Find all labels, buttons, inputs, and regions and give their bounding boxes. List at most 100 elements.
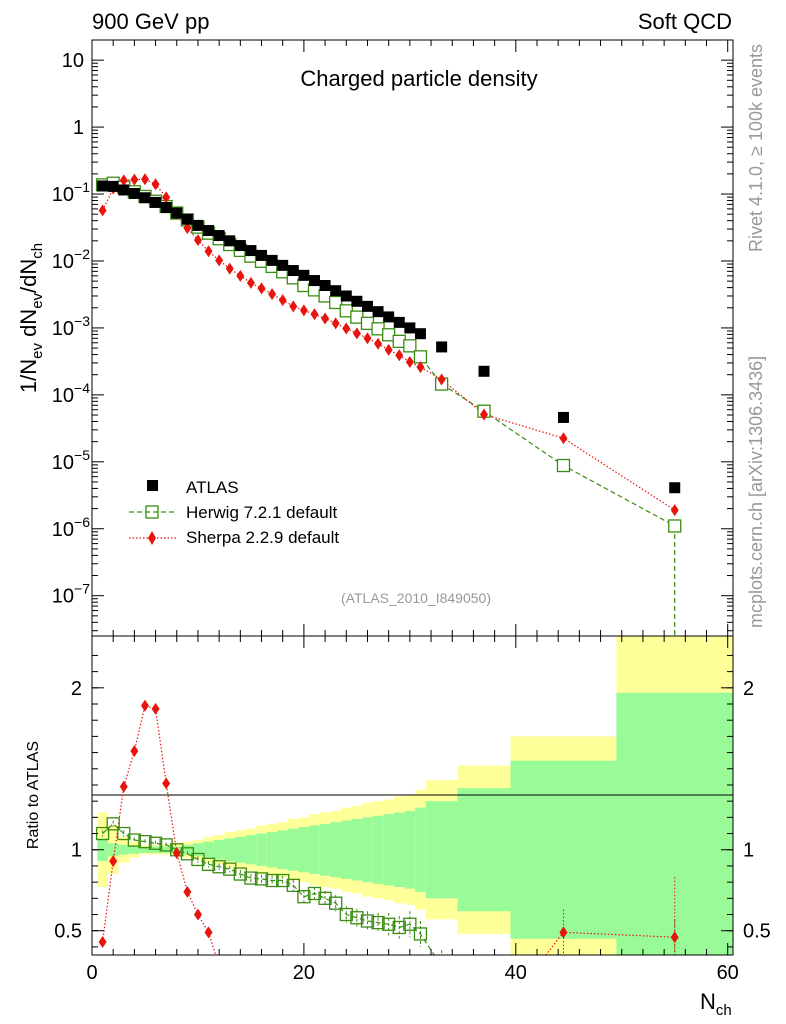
main-y-tick-label: 1 [73, 117, 84, 139]
ratio-uncertainty-bands [97, 636, 733, 955]
legend-herwig-marker [145, 505, 159, 519]
sherpa-point [268, 288, 277, 301]
atlas-point [213, 230, 225, 242]
sherpa-point [119, 174, 128, 187]
herwig-ratio-point [127, 833, 142, 847]
sherpa-point [151, 178, 160, 191]
herwig-ratio-point [478, 965, 490, 977]
ylabel-part-1: 1/N [16, 359, 41, 393]
x-tick-label: 20 [293, 962, 315, 984]
stat-uncertainty-band [288, 828, 299, 871]
sherpa-point [162, 191, 171, 204]
stat-uncertainty-band [372, 815, 384, 884]
tick-exponent: −1 [74, 179, 90, 195]
sherpa-ratio-line-drop [207, 932, 217, 955]
atlas-point [128, 187, 140, 199]
stat-uncertainty-band [319, 823, 331, 876]
herwig-ratio-point [159, 838, 173, 852]
ratio-y-tick-label: 1 [71, 840, 82, 862]
atlas-point [150, 196, 162, 208]
herwig-ratio-point [382, 917, 396, 931]
ratio-series-group [95, 699, 679, 987]
atlas-point [256, 249, 268, 261]
sherpa-point [215, 254, 224, 267]
atlas-point [351, 295, 363, 307]
sherpa-point [670, 504, 679, 517]
herwig-ratio-point [106, 817, 120, 831]
sherpa-point [405, 355, 414, 368]
stat-uncertainty-band [224, 838, 236, 862]
sherpa-point [559, 432, 568, 445]
sherpa-point [246, 276, 255, 289]
stat-uncertainty-band [457, 788, 511, 912]
atlas-point [224, 235, 236, 247]
stat-uncertainty-band [340, 820, 352, 879]
sherpa-point [183, 222, 192, 235]
chart-title: Charged particle density [300, 66, 537, 91]
tick-exponent: −7 [74, 581, 90, 597]
atlas-point [557, 411, 569, 423]
herwig-ratio-point [223, 862, 237, 876]
tick-exponent: −5 [74, 447, 90, 463]
tick-exponent: −2 [74, 246, 90, 262]
stat-uncertainty-band [616, 692, 733, 955]
ratio-y-tick-label: 0.5 [54, 921, 82, 943]
stat-uncertainty-band [415, 807, 426, 892]
stat-uncertainty-band [129, 845, 140, 854]
header-left-label: 900 GeV pp [92, 9, 209, 34]
stat-uncertainty-band [107, 843, 119, 857]
herwig-point [556, 458, 571, 473]
main-y-tick-label: 10−5 [52, 447, 90, 474]
tick-base: 10 [52, 251, 74, 273]
main-y-tick-label: 10−7 [52, 581, 90, 608]
atlas-point [308, 275, 320, 287]
herwig-ratio-point [392, 920, 406, 935]
sherpa-point [278, 294, 287, 307]
stat-uncertainty-band [309, 825, 320, 875]
stat-uncertainty-band [383, 814, 394, 886]
xlabel-sub: ch [716, 1002, 732, 1019]
sherpa-point [130, 173, 139, 186]
herwig-ratio-point [557, 975, 569, 987]
atlas-point [372, 306, 384, 318]
stat-uncertainty-band [298, 827, 310, 873]
herwig-ratio-point [371, 915, 385, 930]
ylabel-sub-1: ev [29, 343, 46, 359]
atlas-point [97, 180, 109, 192]
x-tick-label: 60 [717, 962, 739, 984]
atlas-point [319, 280, 331, 292]
mcplots-side-label: mcplots.cern.ch [arXiv:1306.3436] [746, 356, 766, 628]
atlas-point [171, 207, 183, 219]
atlas-point [287, 265, 299, 277]
sherpa-point [140, 173, 149, 186]
sherpa-ratio-point [162, 777, 171, 790]
analysis-tag: (ATLAS_2010_I849050) [341, 590, 491, 606]
sherpa-ratio-point [140, 699, 149, 712]
sherpa-point [437, 373, 446, 386]
main-series-group [95, 173, 682, 636]
herwig-ratio-point [244, 871, 258, 885]
sherpa-point [289, 300, 298, 313]
sherpa-ratio-point [151, 702, 160, 715]
herwig-ratio-point [329, 896, 343, 910]
stat-uncertainty-band [266, 831, 278, 868]
atlas-point [139, 192, 151, 204]
sherpa-ratio-point [172, 846, 181, 859]
herwig-ratio-point [307, 886, 322, 901]
tick-exponent: −6 [74, 514, 90, 530]
sherpa-point [257, 282, 266, 295]
ratio-plot-panel: 0.5 0.51 12 20 20 40 60 Ratio to ATLAS Nch [25, 635, 771, 1019]
herwig-ratio-point [403, 917, 417, 931]
sherpa-ratio-point [109, 855, 118, 868]
main-y-tick-label: 10−4 [52, 380, 90, 407]
tick-base: 10 [52, 586, 74, 608]
sherpa-ratio-point [183, 885, 192, 898]
herwig-ratio-point [297, 890, 311, 904]
rivet-side-label: Rivet 4.1.0, ≥ 100k events [746, 44, 766, 252]
sherpa-ratio-point [559, 926, 568, 939]
atlas-point [383, 311, 395, 323]
ylabel-sub-3: ch [29, 243, 46, 259]
sherpa-point [236, 269, 245, 282]
atlas-point [192, 219, 204, 231]
